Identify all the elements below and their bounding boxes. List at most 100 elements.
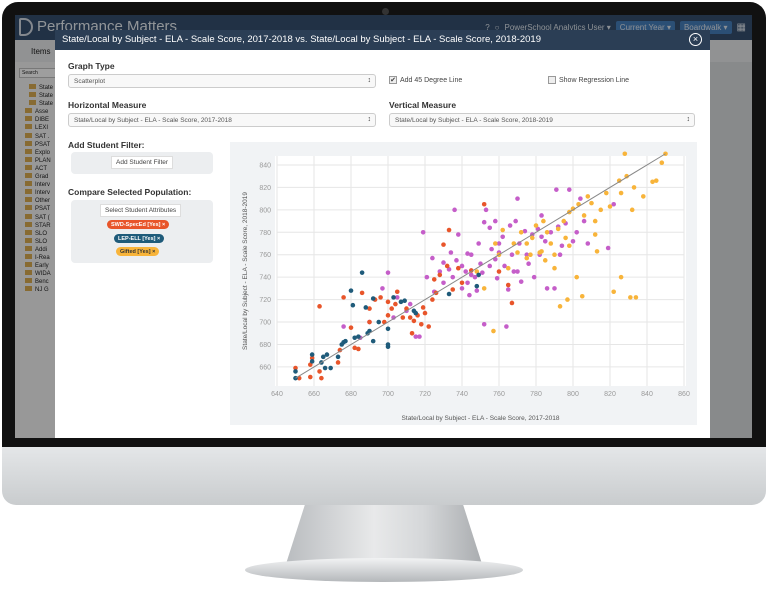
- graph-type-label: Graph Type: [68, 61, 115, 71]
- folder-icon: [25, 124, 32, 130]
- data-point: [459, 286, 465, 291]
- sidebar-tree-item[interactable]: LEXI: [15, 124, 75, 132]
- sidebar-tree-item[interactable]: State: [15, 100, 75, 108]
- sidebar-tree-item[interactable]: SLO: [15, 229, 75, 238]
- data-point: [570, 238, 576, 244]
- sidebar-tree-label: Interv: [35, 190, 51, 197]
- folder-icon: [25, 229, 32, 235]
- sidebar-tree-item[interactable]: Grad: [15, 173, 75, 181]
- data-point: [542, 258, 548, 263]
- data-point: [518, 229, 524, 235]
- sidebar-tree-item[interactable]: Explo: [15, 148, 75, 157]
- data-point: [474, 283, 480, 289]
- items-tab[interactable]: Items: [31, 47, 51, 56]
- folder-icon: [29, 84, 36, 89]
- close-icon[interactable]: ×: [689, 33, 702, 46]
- data-point: [480, 270, 485, 275]
- data-point: [618, 190, 624, 196]
- data-point: [493, 241, 498, 246]
- data-point: [598, 207, 604, 213]
- add-45-degree-checkbox[interactable]: ✔ Add 45 Degree Line: [389, 76, 462, 84]
- data-point: [454, 258, 459, 263]
- data-point: [500, 234, 506, 240]
- y-tick-label: 720: [259, 297, 271, 304]
- tag-gifted[interactable]: Gifted [Yes] ×: [116, 247, 160, 256]
- data-point: [581, 213, 587, 218]
- data-point: [456, 265, 461, 271]
- sidebar-tree-item[interactable]: STAR: [15, 221, 75, 230]
- sidebar-tree-item[interactable]: State: [15, 92, 75, 100]
- sidebar-tree-item[interactable]: Interv: [15, 189, 75, 197]
- tag-lep-ell[interactable]: LEP-ELL [Yes] ×: [114, 234, 165, 243]
- horizontal-measure-label: Horizontal Measure: [68, 100, 147, 110]
- sidebar-tree-item[interactable]: Benc: [15, 278, 75, 286]
- data-point: [402, 298, 407, 304]
- sidebar-tree-item[interactable]: State: [15, 84, 75, 92]
- data-point: [631, 185, 637, 190]
- scatterplot-modal: State/Local by Subject - ELA - Scale Sco…: [55, 30, 710, 438]
- data-point: [356, 346, 361, 352]
- regression-line-checkbox[interactable]: Show Regression Line: [548, 76, 629, 84]
- sidebar-tree-item[interactable]: DIBE: [15, 116, 75, 124]
- sidebar-tree-item[interactable]: I-Rea: [15, 253, 75, 262]
- sidebar-tree-item[interactable]: PSAT: [15, 140, 75, 149]
- sidebar-tree-item[interactable]: PSAT: [15, 205, 75, 213]
- data-point: [385, 299, 391, 305]
- vertical-measure-label: Vertical Measure: [389, 100, 457, 110]
- data-point: [605, 245, 611, 251]
- 45-degree-line: [295, 153, 666, 379]
- data-point: [509, 300, 515, 306]
- data-point: [420, 229, 426, 235]
- sidebar-tree-item[interactable]: SAT .: [15, 132, 75, 141]
- sidebar-tree-item[interactable]: Asse: [15, 108, 75, 116]
- y-axis-label: State/Local by Subject - ELA - Scale Sco…: [242, 192, 249, 350]
- sidebar-tree-item[interactable]: Addi: [15, 245, 75, 254]
- data-point: [468, 272, 474, 278]
- checkbox-checked-icon: ✔: [389, 76, 397, 84]
- data-point: [481, 286, 487, 291]
- folder-icon: [25, 245, 32, 251]
- sidebar-tree-item[interactable]: WIDA: [15, 270, 75, 278]
- data-point: [507, 223, 513, 228]
- sidebar-tree-item[interactable]: PLAN: [15, 156, 75, 165]
- data-point: [628, 295, 633, 300]
- data-point: [557, 304, 563, 309]
- sidebar-tree-label: State: [39, 85, 54, 91]
- add-student-filter-button[interactable]: Add Student Filter: [111, 156, 174, 169]
- tag-swd-speced[interactable]: SWD-SpecEd [Yes] ×: [107, 220, 170, 229]
- sidebar-tree-item[interactable]: SAT (: [15, 213, 75, 222]
- y-tick-label: 700: [259, 320, 271, 327]
- select-student-attributes-button[interactable]: Select Student Attributes: [100, 204, 182, 217]
- sidebar-tree-label: PLAN: [35, 157, 51, 164]
- data-point: [367, 306, 372, 311]
- data-point: [616, 178, 622, 183]
- data-point: [474, 269, 480, 274]
- data-point: [431, 277, 437, 282]
- data-point: [430, 297, 435, 302]
- sidebar-tree-item[interactable]: ACT: [15, 164, 75, 173]
- y-tick-label: 760: [259, 252, 271, 259]
- graph-type-select[interactable]: Scatterplot: [68, 74, 376, 88]
- sidebar-tree-item[interactable]: Interv: [15, 181, 75, 189]
- sidebar-tree-item[interactable]: Early: [15, 262, 75, 270]
- data-point: [539, 213, 544, 218]
- data-point: [391, 295, 396, 300]
- data-point: [308, 362, 313, 367]
- data-point: [505, 282, 511, 288]
- data-point: [585, 241, 591, 246]
- folder-icon: [25, 181, 32, 187]
- user-menu[interactable]: PowerSchool Analytics User ▾: [504, 23, 611, 32]
- y-tick-label: 840: [259, 162, 271, 169]
- data-point: [437, 272, 443, 278]
- sidebar-tree-item[interactable]: NJ G: [15, 286, 75, 294]
- sidebar-tree-item[interactable]: Other: [15, 197, 75, 205]
- data-point: [293, 375, 298, 381]
- help-icon[interactable]: ?: [485, 23, 490, 32]
- vertical-measure-select[interactable]: State/Local by Subject - ELA - Scale Sco…: [389, 113, 695, 127]
- search-icon[interactable]: ○: [494, 23, 500, 32]
- sidebar-tree-item[interactable]: SLO: [15, 237, 75, 246]
- horizontal-measure-select[interactable]: State/Local by Subject - ELA - Scale Sco…: [68, 113, 376, 127]
- data-point: [348, 288, 354, 293]
- data-point: [420, 305, 426, 310]
- apps-grid-icon[interactable]: ▦: [736, 22, 746, 33]
